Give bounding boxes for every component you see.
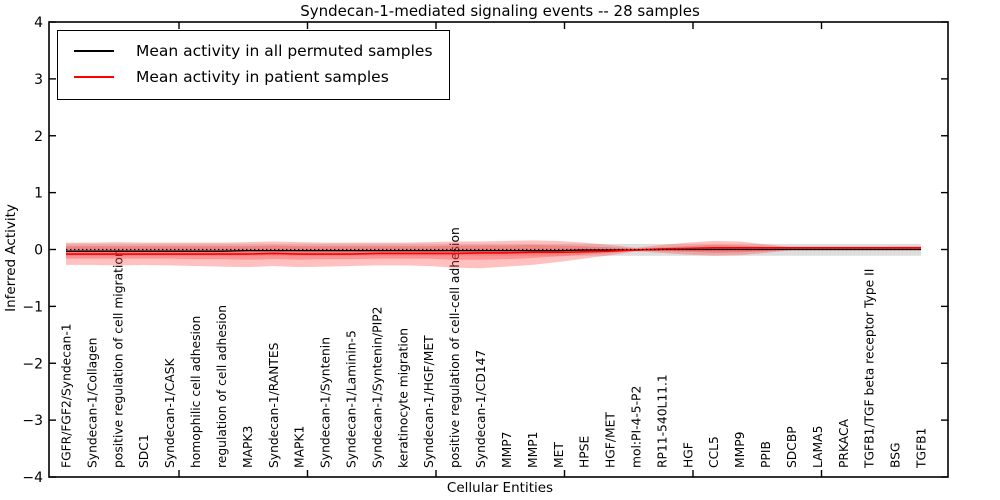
x-tick-label: SDCBP <box>785 426 799 468</box>
x-tick-label: RP11-540L11.1 <box>655 374 669 468</box>
x-tick-label: Syndecan-1/Syntenin/PIP2 <box>370 307 384 468</box>
y-tick-label: 2 <box>34 129 43 145</box>
y-tick-label: 4 <box>34 15 43 31</box>
x-tick-label: TGFB1 <box>915 428 929 469</box>
Mean-activity-in-patient-samples-line <box>66 246 921 255</box>
x-tick-label: Syndecan-1/CD147 <box>474 350 488 468</box>
x-tick-label: Syndecan-1/Laminin-5 <box>345 330 359 468</box>
permuted-line-swatch <box>74 50 114 52</box>
permuted-activity-range <box>66 243 921 256</box>
x-tick-label: Syndecan-1/CASK <box>163 357 177 468</box>
x-tick-label: HGF <box>681 442 695 468</box>
x-tick-label: MMP7 <box>500 432 514 468</box>
y-axis-label: Inferred Activity <box>3 204 19 312</box>
legend-row-permuted: Mean activity in all permuted samples <box>74 38 433 64</box>
y-tick-label: −3 <box>22 413 43 429</box>
x-tick-label: regulation of cell adhesion <box>215 305 229 468</box>
x-tick-label: HGF/MET <box>604 412 618 468</box>
x-tick-label: CCL5 <box>707 436 721 468</box>
x-tick-label: MMP9 <box>733 432 747 468</box>
x-tick-label: Syndecan-1/RANTES <box>267 342 281 468</box>
x-tick-label: Syndecan-1/Collagen <box>85 338 99 468</box>
chart-title: Syndecan-1-mediated signaling events -- … <box>300 2 700 20</box>
x-tick-label: positive regulation of cell migration <box>111 249 125 468</box>
x-tick-label: MET <box>552 442 566 468</box>
legend-label-patient: Mean activity in patient samples <box>136 68 389 86</box>
y-tick-label: −4 <box>22 470 43 486</box>
legend-row-patient: Mean activity in patient samples <box>74 64 433 90</box>
x-tick-label: MAPK1 <box>293 426 307 468</box>
y-tick-label: −1 <box>22 299 43 315</box>
x-axis-label: Cellular Entities <box>446 480 554 496</box>
x-tick-label: MMP1 <box>526 432 540 468</box>
x-tick-label: PPIB <box>759 441 773 468</box>
x-tick-label: Syndecan-1/Syntenin <box>319 337 333 468</box>
x-tick-label: HPSE <box>578 436 592 468</box>
x-tick-label: LAMA5 <box>811 426 825 468</box>
x-tick-label: PRKACA <box>837 418 851 468</box>
x-tick-label: SDC1 <box>137 434 151 468</box>
y-tick-label: −2 <box>22 356 43 372</box>
x-tick-label: MAPK3 <box>241 426 255 468</box>
x-tick-label: TGFB1/TGF beta receptor Type II <box>863 269 877 469</box>
y-tick-label: 1 <box>34 186 43 202</box>
y-tick-label: 0 <box>34 243 43 259</box>
x-tick-label: positive regulation of cell-cell adhesio… <box>448 227 462 468</box>
x-tick-label: Syndecan-1/HGF/MET <box>422 335 436 468</box>
y-tick-label: 3 <box>34 72 43 88</box>
x-tick-label: BSG <box>889 442 903 468</box>
x-tick-label: homophilic cell adhesion <box>189 316 203 468</box>
x-tick-label: keratinocyte migration <box>396 328 410 468</box>
patient-line-swatch <box>74 76 114 78</box>
x-tick-label: mol:PI-4-5-P2 <box>630 386 644 468</box>
legend-box: Mean activity in all permuted samples Me… <box>57 30 450 100</box>
x-tick-label: FGFR/FGF2/Syndecan-1 <box>60 323 74 468</box>
legend-label-permuted: Mean activity in all permuted samples <box>136 42 433 60</box>
